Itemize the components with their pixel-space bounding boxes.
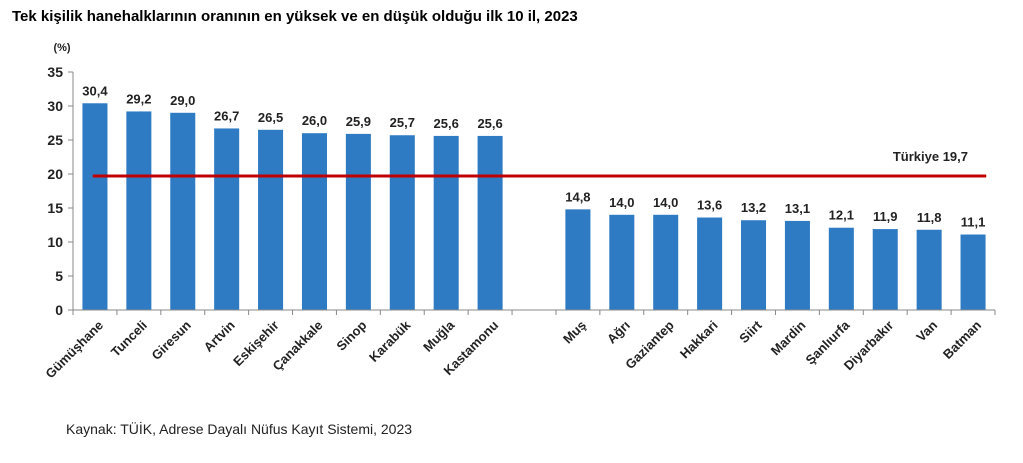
y-axis-unit-label: (%) [53,42,70,54]
data-label: 29,0 [170,93,195,108]
data-label: 25,6 [434,116,459,131]
data-label: 25,7 [390,115,415,130]
reference-line-label: Türkiye 19,7 [893,149,968,164]
x-category-label: Muğla [420,317,458,355]
data-label: 26,7 [214,108,239,123]
bar [301,133,327,310]
source-note: Kaynak: TÜİK, Adrese Dayalı Nüfus Kayıt … [66,421,413,437]
data-label: 30,4 [82,83,108,98]
y-tick-label: 0 [55,302,63,318]
y-tick-label: 10 [47,234,63,250]
data-label: 12,1 [829,208,854,223]
data-label: 14,8 [565,189,590,204]
data-label: 14,0 [653,195,678,210]
data-label: 13,2 [741,200,766,215]
y-tick-label: 25 [47,132,63,148]
data-label: 11,1 [961,215,986,230]
data-label: 13,6 [697,198,722,213]
bar [258,129,284,310]
y-tick-label: 30 [47,98,63,114]
bar [697,217,723,310]
data-label: 11,9 [873,209,898,224]
x-category-label: Gümüşhane [42,318,106,382]
bar [741,220,767,310]
bar [345,133,371,310]
bar [784,220,810,310]
bar [126,111,152,310]
bar [433,135,459,310]
bar [916,229,942,310]
x-category-label: Mardin [768,317,809,358]
bar [82,103,108,310]
x-category-label: Van [913,317,940,344]
data-label: 14,0 [609,195,634,210]
data-label: 26,0 [302,113,327,128]
data-label: 11,8 [917,210,942,225]
chart-title: Tek kişilik hanehalklarının oranının en … [12,8,578,25]
data-label: 29,2 [126,91,151,106]
bar [960,234,986,310]
x-category-label: Tunceli [108,318,150,360]
bar [828,227,854,310]
x-category-label: Ağrı [604,318,633,347]
bar [653,214,679,310]
x-category-label: Sinop [333,317,369,353]
data-label: 13,1 [785,201,810,216]
data-labels: 30,4 29,2 29,0 26,7 26,5 26,0 25,9 25,7 25,6 25,6… [82,83,985,229]
bar [170,112,196,310]
bars [82,103,986,310]
x-category-label: Hakkari [677,318,721,362]
x-category-label: Batman [940,317,984,361]
x-category-label: Siirt [736,317,765,346]
x-category-label: Gaziantep [622,317,677,372]
data-label: 25,9 [346,114,371,129]
y-tick-label: 35 [47,64,63,80]
data-label: 26,5 [258,110,283,125]
bar [872,229,898,310]
bar [477,135,503,310]
x-category-label: Karabük [366,317,414,365]
y-tick-label: 20 [47,166,63,182]
x-category-label: Muş [560,318,589,347]
bar [565,209,591,310]
bar [389,135,415,310]
y-axis: 0 5 10 15 20 25 30 35 [47,64,74,318]
reference-line-group: Türkiye 19,7 [92,149,987,178]
bar [609,214,635,310]
data-label: 25,6 [477,116,502,131]
x-category-label: Artvin [201,317,238,354]
x-category-label: Giresun [149,317,194,362]
y-tick-label: 5 [55,268,63,284]
bar [214,128,240,310]
y-tick-label: 15 [47,200,63,216]
